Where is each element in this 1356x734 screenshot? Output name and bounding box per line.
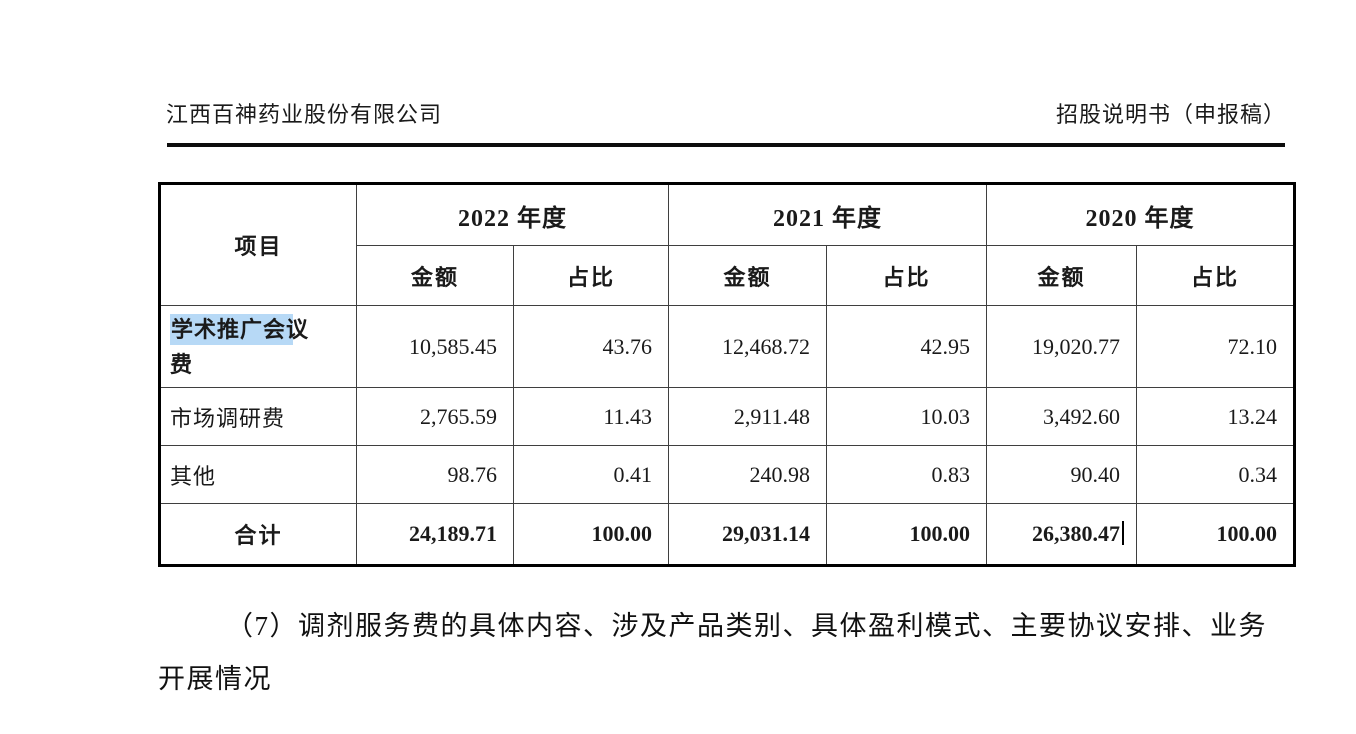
- column-header-ratio-2020: 占比: [1136, 245, 1295, 306]
- cell-total-2021-amount: 29,031.14: [668, 503, 827, 566]
- cell-total-2022-ratio: 100.00: [513, 503, 669, 566]
- cell-2020-amount: 3,492.60: [986, 387, 1137, 446]
- cell-2022-ratio: 0.41: [513, 445, 669, 504]
- column-header-ratio-2021: 占比: [826, 245, 987, 306]
- section-heading-paragraph: （7）调剂服务费的具体内容、涉及产品类别、具体盈利模式、主要协议安排、业务开展情…: [158, 611, 1267, 694]
- cell-2020-ratio: 0.34: [1136, 445, 1295, 504]
- table-row-total: 合计 24,189.71 100.00 29,031.14 100.00 26,…: [159, 503, 1295, 566]
- table-row-other: 其他 98.76 0.41 240.98 0.83 90.40 0.34: [159, 445, 1295, 504]
- row-label-total: 合计: [159, 503, 357, 566]
- column-header-item: 项目: [159, 183, 357, 306]
- table-header-row-years: 项目 2022 年度 2021 年度 2020 年度: [159, 183, 1295, 306]
- cell-total-2020-ratio: 100.00: [1136, 503, 1295, 566]
- row-label-academic-promotion: 学术推广会议费: [159, 305, 357, 388]
- cell-2022-ratio: 11.43: [513, 387, 669, 446]
- cell-2020-ratio: 72.10: [1136, 305, 1295, 388]
- cell-2020-amount: 19,020.77: [986, 305, 1137, 388]
- company-name: 江西百神药业股份有限公司: [166, 102, 443, 127]
- cell-total-2021-ratio: 100.00: [826, 503, 987, 566]
- cell-2021-amount: 240.98: [668, 445, 827, 504]
- cell-2020-amount: 90.40: [986, 445, 1137, 504]
- table-row-market-research: 市场调研费 2,765.59 11.43 2,911.48 10.03 3,49…: [159, 387, 1295, 446]
- row-label-market-research: 市场调研费: [159, 387, 357, 446]
- column-header-ratio-2022: 占比: [513, 245, 669, 306]
- cell-2022-ratio: 43.76: [513, 305, 669, 388]
- cell-2021-ratio: 10.03: [826, 387, 987, 446]
- row-label-other: 其他: [159, 445, 357, 504]
- expense-breakdown-table: 项目 2022 年度 2021 年度 2020 年度 金额 占比 金额 占比 金…: [158, 182, 1296, 567]
- row-label-second-line: 费: [170, 351, 194, 377]
- table-row-academic-promotion: 学术推广会议费 10,585.45 43.76 12,468.72 42.95 …: [159, 305, 1295, 388]
- row-label-tail: 议: [286, 317, 310, 343]
- cell-2022-amount: 98.76: [356, 445, 514, 504]
- doc-type-label: 招股说明书（申报稿）: [1055, 102, 1286, 127]
- cell-2021-amount: 12,468.72: [668, 305, 827, 388]
- cell-2022-amount: 10,585.45: [356, 305, 514, 388]
- header-divider: [167, 143, 1285, 147]
- cell-total-2022-amount: 24,189.71: [356, 503, 514, 566]
- cell-total-2020-amount: 26,380.47: [986, 503, 1137, 566]
- column-header-amount-2021: 金额: [668, 245, 827, 306]
- column-header-amount-2020: 金额: [986, 245, 1137, 306]
- cell-2021-ratio: 42.95: [826, 305, 987, 388]
- cell-2022-amount: 2,765.59: [356, 387, 514, 446]
- text-cursor-caret: [1122, 521, 1124, 545]
- text-selection-highlight: 学术推广会: [170, 314, 294, 346]
- page-header: 江西百神药业股份有限公司 招股说明书（申报稿）: [158, 97, 1292, 129]
- column-group-2022: 2022 年度: [356, 183, 669, 246]
- total-2020-amount-value: 26,380.47: [1032, 521, 1120, 546]
- cell-2021-amount: 2,911.48: [668, 387, 827, 446]
- cell-2020-ratio: 13.24: [1136, 387, 1295, 446]
- column-group-2020: 2020 年度: [986, 183, 1295, 246]
- cell-2021-ratio: 0.83: [826, 445, 987, 504]
- column-group-2021: 2021 年度: [668, 183, 987, 246]
- column-header-amount-2022: 金额: [356, 245, 514, 306]
